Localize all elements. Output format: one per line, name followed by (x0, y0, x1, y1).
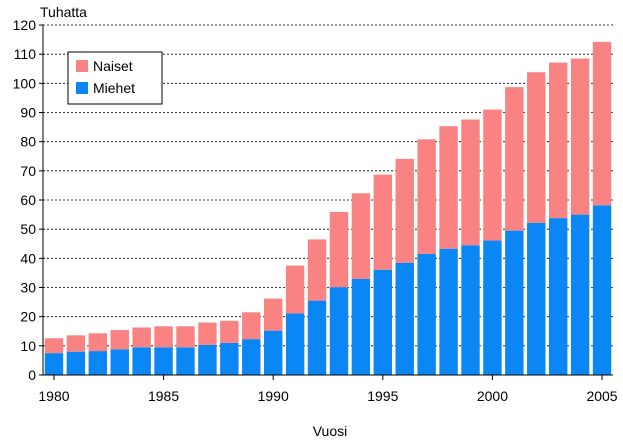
bar-naiset-2002 (527, 72, 546, 223)
legend-label-naiset: Naiset (93, 58, 133, 74)
bar-miehet-2003 (548, 218, 568, 375)
bar-miehet-2005 (592, 205, 612, 375)
bars (44, 41, 612, 375)
bar-naiset-1998 (439, 126, 458, 249)
y-tick-label: 10 (20, 338, 36, 354)
legend-label-miehet: Miehet (93, 80, 135, 96)
y-tick-label: 40 (20, 250, 36, 266)
legend-swatch-miehet (76, 82, 88, 94)
bar-naiset-1991 (285, 265, 305, 314)
x-tick-label: 1995 (367, 388, 398, 404)
bar-naiset-1997 (417, 139, 436, 254)
bar-naiset-2001 (505, 87, 524, 231)
bar-miehet-1984 (132, 347, 151, 375)
bar-naiset-2003 (548, 62, 568, 219)
legend-swatch-naiset (76, 60, 88, 72)
bar-naiset-1980 (44, 338, 64, 354)
y-tick-label: 20 (20, 309, 36, 325)
bar-naiset-1988 (220, 320, 239, 343)
bar-miehet-2001 (505, 230, 524, 375)
bar-miehet-1990 (263, 330, 283, 375)
x-tick-label: 1980 (38, 388, 69, 404)
bar-miehet-1998 (439, 248, 458, 375)
bar-naiset-1995 (373, 174, 393, 270)
bar-miehet-1993 (329, 287, 349, 375)
bar-miehet-1992 (307, 300, 327, 375)
bar-miehet-1997 (417, 253, 436, 375)
x-tick-label: 1985 (148, 388, 179, 404)
bar-miehet-2002 (527, 222, 546, 375)
y-tick-label: 30 (20, 280, 36, 296)
y-tick-label: 110 (14, 46, 37, 62)
bar-naiset-1994 (351, 193, 371, 279)
bar-naiset-1985 (154, 326, 173, 348)
bar-naiset-1992 (307, 239, 327, 301)
bar-naiset-1987 (198, 322, 217, 345)
y-axis-title: Tuhatta (40, 4, 87, 20)
bar-naiset-1993 (329, 211, 349, 288)
bar-miehet-1995 (373, 269, 393, 375)
x-tick-label: 2000 (477, 388, 508, 404)
y-tick-label: 0 (28, 367, 36, 383)
bar-miehet-1983 (110, 349, 129, 375)
bar-miehet-1999 (461, 245, 480, 375)
y-tick-label: 100 (13, 75, 37, 91)
bar-miehet-1987 (198, 344, 217, 375)
bar-miehet-1985 (154, 347, 173, 375)
bar-miehet-1982 (88, 351, 108, 375)
bar-miehet-1980 (44, 353, 64, 375)
y-tick-label: 50 (20, 221, 36, 237)
bar-miehet-1996 (395, 262, 414, 375)
x-axis-title: Vuosi (313, 423, 348, 439)
bar-naiset-1996 (395, 158, 414, 263)
gridlines (43, 24, 613, 347)
bar-naiset-2000 (483, 109, 502, 241)
bar-miehet-1988 (220, 342, 239, 375)
x-tick-label: 2005 (586, 388, 617, 404)
x-tick-label: 1990 (258, 388, 289, 404)
bar-naiset-1984 (132, 327, 151, 348)
bar-naiset-1983 (110, 330, 129, 350)
bar-miehet-1981 (66, 351, 86, 375)
y-tick-label: 70 (20, 163, 36, 179)
bar-naiset-1981 (66, 335, 86, 352)
bar-naiset-1990 (263, 298, 283, 331)
axes (42, 25, 613, 376)
y-axis-ticks: 0 10 20 30 40 50 60 70 80 90 100 110 120 (13, 17, 43, 383)
bar-naiset-1989 (242, 312, 261, 340)
y-tick-label: 60 (20, 192, 36, 208)
bar-naiset-1986 (176, 326, 195, 348)
legend: Naiset Miehet (67, 51, 163, 105)
bar-miehet-1986 (176, 347, 195, 375)
bar-miehet-2000 (483, 240, 502, 375)
bar-naiset-2004 (570, 58, 590, 215)
bar-miehet-2004 (570, 214, 590, 375)
y-tick-label: 80 (20, 134, 36, 150)
bar-miehet-1991 (285, 313, 305, 375)
bar-naiset-1999 (461, 119, 480, 246)
bar-naiset-2005 (592, 41, 612, 206)
x-axis-ticks: 1980 1985 1990 1995 2000 2005 (38, 375, 618, 404)
y-tick-label: 120 (13, 17, 37, 33)
bar-miehet-1994 (351, 278, 371, 375)
bar-miehet-1989 (242, 339, 261, 375)
bar-naiset-1982 (88, 333, 108, 352)
y-tick-label: 90 (20, 105, 36, 121)
